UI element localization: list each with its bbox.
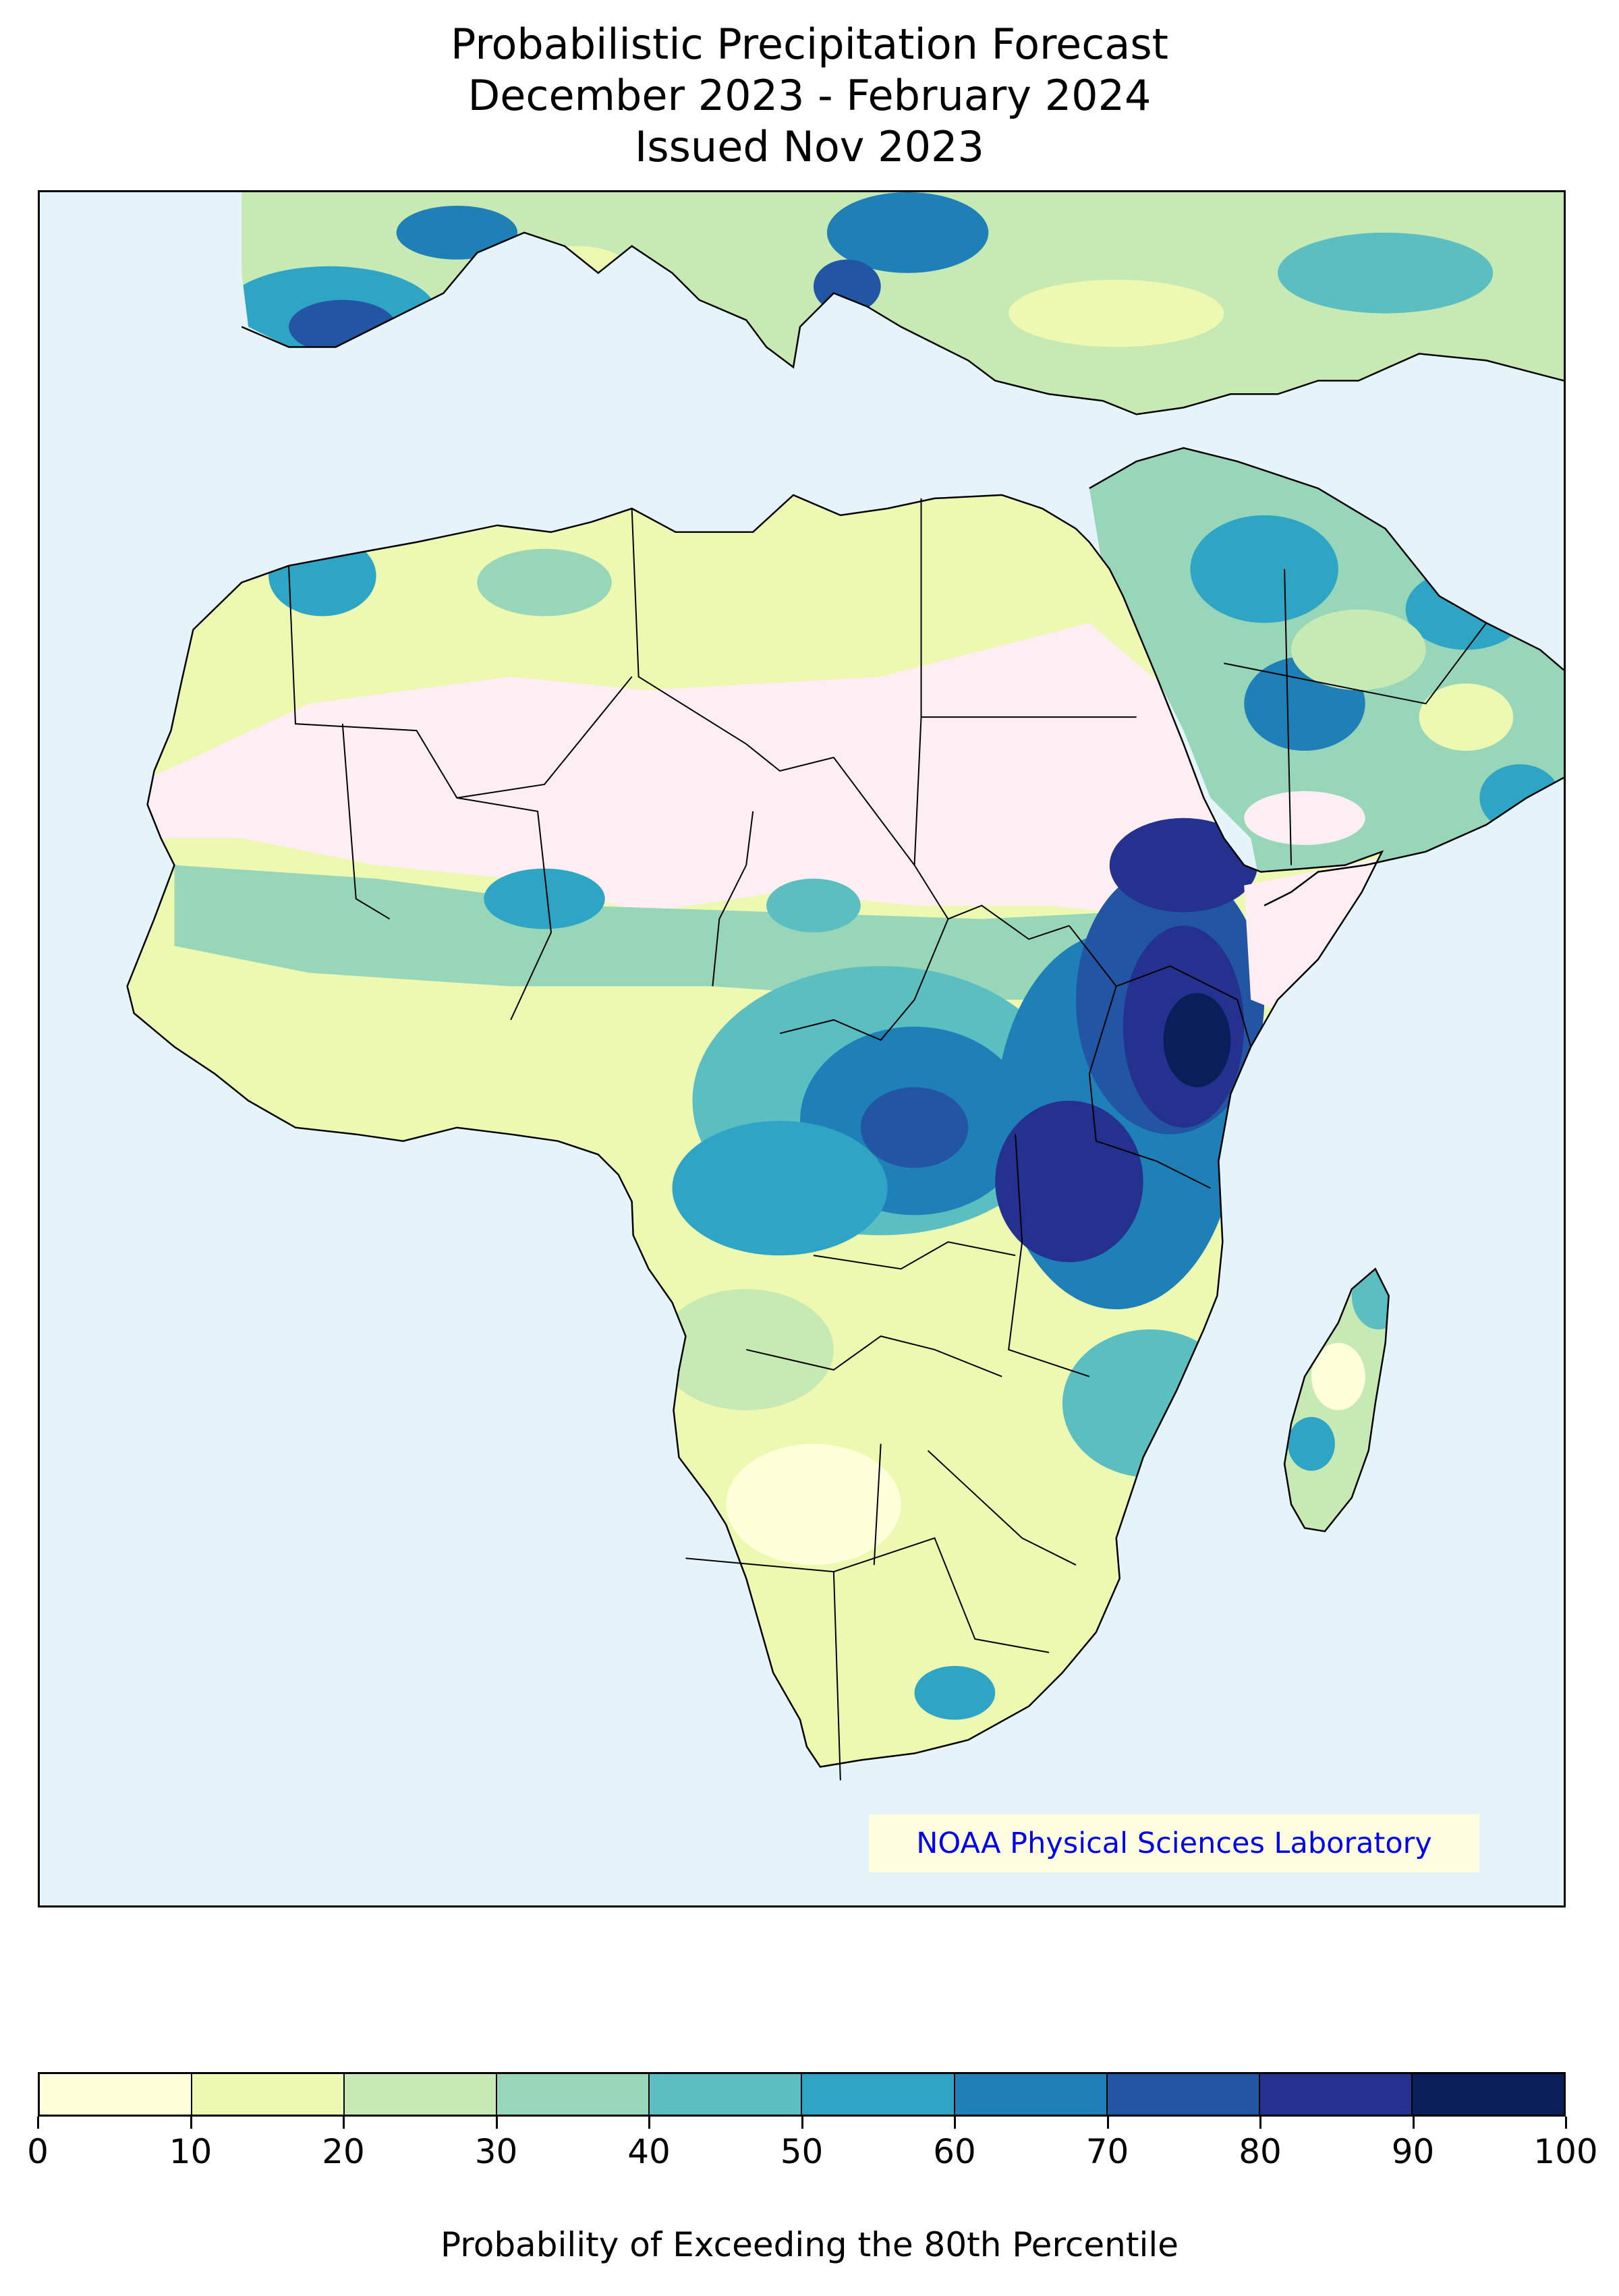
title-line-1: Probabilistic Precipitation Forecast (451, 20, 1168, 69)
colorbar-swatch (40, 2074, 192, 2115)
colorbar-swatch (953, 2074, 1106, 2115)
colorbar-swatch (1106, 2074, 1259, 2115)
tick-label: 30 (474, 2132, 518, 2171)
tick-label: 10 (169, 2132, 212, 2171)
tick-mark (37, 2117, 39, 2129)
tick-mark (343, 2117, 345, 2129)
tick-mark (1412, 2117, 1415, 2129)
country-borders (288, 498, 1487, 1781)
colorbar-label: Probability of Exceeding the 80th Percen… (441, 2225, 1178, 2264)
tick-label: 50 (780, 2132, 824, 2171)
tick-mark (1565, 2117, 1567, 2129)
tick-label: 70 (1085, 2132, 1129, 2171)
tick-label: 80 (1239, 2132, 1282, 2171)
tick-label: 20 (322, 2132, 365, 2171)
title-line-2: December 2023 - February 2024 (467, 71, 1152, 120)
title-line-3: Issued Nov 2023 (635, 122, 984, 171)
europe-land (242, 192, 1564, 415)
tick-label: 40 (627, 2132, 671, 2171)
colorbar-swatch (648, 2074, 801, 2115)
map-title: Probabilistic Precipitation Forecast Dec… (0, 19, 1619, 173)
colorbar-swatch (191, 2074, 344, 2115)
credit-box: NOAA Physical Sciences Laboratory (869, 1814, 1479, 1872)
tick-mark (1106, 2117, 1109, 2129)
colorbar-swatch (801, 2074, 954, 2115)
colorbar-ticks: 0 10 20 30 40 50 60 70 80 90 100 (27, 2117, 1598, 2171)
tick-label: 60 (933, 2132, 976, 2171)
precipitation-map (126, 192, 1564, 1781)
tick-mark (495, 2117, 498, 2129)
tick-mark (801, 2117, 803, 2129)
colorbar-swatch (1411, 2074, 1564, 2115)
coastlines (126, 231, 1564, 1768)
colorbar-swatch (1258, 2074, 1411, 2115)
tick-label: 90 (1391, 2132, 1435, 2171)
tick-mark (190, 2117, 192, 2129)
tick-mark (648, 2117, 650, 2129)
tick-label: 0 (27, 2132, 49, 2171)
tick-mark (1259, 2117, 1261, 2129)
colorbar-swatch (496, 2074, 649, 2115)
tick-label: 100 (1533, 2132, 1598, 2171)
colorbar (38, 2072, 1566, 2117)
tick-mark (954, 2117, 956, 2129)
colorbar-swatch (343, 2074, 496, 2115)
credit-text: NOAA Physical Sciences Laboratory (916, 1827, 1432, 1860)
map-panel (38, 190, 1566, 1907)
